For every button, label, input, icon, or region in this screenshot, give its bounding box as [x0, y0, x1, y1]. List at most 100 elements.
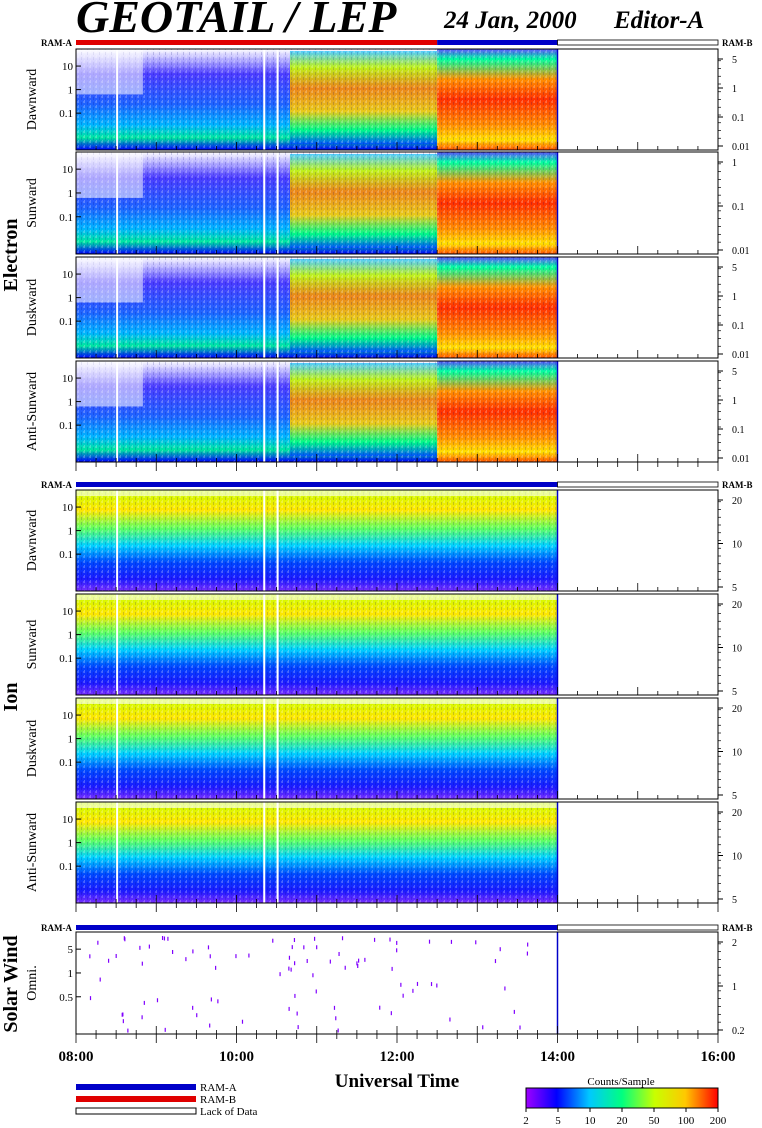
mode-bar-segment [557, 481, 719, 488]
x-tick-label: 16:00 [701, 1049, 736, 1065]
panel-label: Dawnward [25, 69, 40, 130]
sparse-top [76, 802, 558, 808]
count-mark [196, 1013, 198, 1018]
data-gap [276, 49, 279, 150]
count-mark [148, 944, 150, 949]
count-mark [241, 1019, 244, 1024]
right-tick-label: 1 [732, 292, 737, 303]
y-tick-label: 1 [68, 526, 74, 538]
count-mark [294, 993, 296, 998]
right-tick-label: 20 [732, 496, 742, 507]
data-gap [276, 698, 279, 799]
x-tick-label: 12:00 [380, 1049, 415, 1065]
right-tick-label: 5 [732, 583, 737, 594]
data-gap [263, 490, 266, 591]
count-mark [217, 999, 219, 1004]
count-mark [356, 961, 358, 966]
count-mark [209, 954, 211, 959]
data-gap [263, 802, 266, 903]
right-tick-label: 20 [732, 600, 742, 611]
right-tick-label: 5 [732, 263, 737, 274]
y-tick-label: 0.1 [59, 861, 73, 873]
spectrogram-noise [76, 361, 558, 462]
count-mark [504, 986, 506, 991]
data-gap [116, 594, 119, 695]
no-data-region [558, 698, 718, 799]
no-data-region [558, 802, 718, 903]
panel-label: Anti-Sunward [25, 372, 40, 451]
figure-title: GEOTAIL / LEP [76, 0, 397, 42]
count-mark [526, 951, 529, 956]
count-mark [207, 945, 210, 950]
count-mark [141, 1015, 143, 1020]
y-tick-label: 0.1 [59, 757, 73, 769]
mode-bar-left-label: RAM-A [41, 38, 72, 48]
y-tick-label: 1 [68, 838, 74, 850]
right-tick-label: 0.01 [732, 454, 750, 465]
panel-sunward: Sunward 10 1 0.1 20 10 5 [25, 593, 742, 698]
mode-bar-segment [76, 925, 558, 930]
mode-bar-right-label: RAM-B [722, 923, 753, 933]
y-tick-label: 0.1 [59, 108, 73, 120]
y-tick-label: 0.5 [59, 992, 73, 1004]
sparse-top [76, 698, 558, 704]
data-gap [263, 152, 266, 254]
count-mark [396, 940, 398, 945]
figure-date: 24 Jan, 2000 [443, 7, 577, 34]
count-mark [379, 1005, 381, 1010]
spectrogram-noise [76, 802, 558, 903]
data-gap [276, 361, 279, 462]
panel-duskward: Duskward 10 1 0.1 20 10 5 [25, 697, 742, 802]
count-mark [436, 983, 438, 988]
data-gap [116, 361, 119, 462]
right-tick-label: 0.1 [732, 113, 745, 124]
sparse-region [76, 361, 143, 407]
count-mark [248, 953, 250, 958]
count-mark [389, 937, 391, 942]
count-mark [333, 1005, 336, 1010]
y-tick-label: 1 [68, 85, 74, 97]
count-mark [139, 945, 141, 950]
panel-label: Dawnward [25, 510, 40, 571]
y-tick-label: 1 [68, 630, 74, 642]
data-gap [263, 257, 266, 358]
count-mark [364, 957, 366, 962]
group-ion: Ion RAM-A RAM-B Dawnward 10 1 0.1 20 10 5 Sunward 1… [0, 480, 753, 912]
count-mark [335, 1016, 337, 1021]
count-mark [97, 940, 99, 945]
count-mark [235, 954, 237, 959]
count-mark [358, 958, 360, 963]
data-gap [276, 257, 279, 358]
panel-label: Sunward [25, 620, 40, 670]
count-mark [499, 947, 501, 952]
count-mark [185, 957, 187, 962]
count-mark [412, 988, 414, 993]
count-mark [344, 965, 346, 970]
sparse-top [76, 594, 558, 600]
y-tick-label: 10 [62, 502, 74, 514]
data-gap [263, 698, 266, 799]
count-mark [400, 982, 402, 987]
y-tick-label: 1 [68, 397, 74, 409]
count-mark [290, 967, 292, 972]
right-tick-label: 5 [732, 791, 737, 802]
y-tick-label: 10 [62, 373, 74, 385]
count-mark [122, 1019, 124, 1024]
count-mark [192, 1005, 194, 1010]
count-mark [303, 945, 305, 950]
x-tick-label: 10:00 [219, 1049, 254, 1065]
panel-dawnward: Dawnward 10 1 0.1 20 10 5 [25, 489, 742, 594]
legend-label-ram-b: RAM-B [200, 1094, 236, 1106]
count-mark [107, 958, 110, 963]
right-tick-label: 1 [732, 158, 737, 169]
right-tick-label: 1 [732, 84, 737, 95]
colorbar-tick-label: 2 [523, 1115, 529, 1127]
mode-bar-segment [557, 924, 719, 931]
legend-swatch-lack-of-data [75, 1107, 197, 1115]
colorbar-tick-label: 20 [617, 1115, 629, 1127]
panel-label: Omni. [25, 965, 40, 1000]
y-tick-label: 0.1 [59, 212, 73, 224]
group-label: Ion [0, 683, 22, 712]
y-tick-label: 10 [62, 710, 74, 722]
sparse-region [76, 49, 143, 95]
